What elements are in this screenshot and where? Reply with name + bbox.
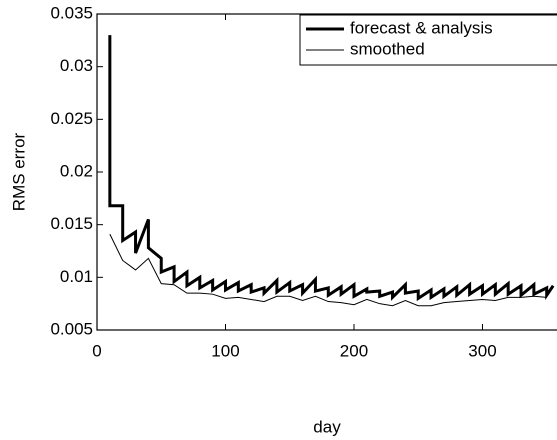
y-axis-label: RMS error xyxy=(9,132,28,211)
y-tick-label: 0.02 xyxy=(60,161,93,180)
legend-box xyxy=(299,14,557,66)
legend-label: smoothed xyxy=(350,39,425,58)
x-tick-label: 300 xyxy=(468,341,496,360)
data-line xyxy=(108,35,555,302)
y-tick-label: 0.025 xyxy=(50,109,93,128)
y-tick-label: 0.01 xyxy=(60,267,93,286)
y-tick-label: 0.005 xyxy=(50,319,93,338)
x-tick-label: 200 xyxy=(340,341,368,360)
data-line xyxy=(109,233,547,307)
y-tick-label: 0.015 xyxy=(50,214,93,233)
x-axis-label: day xyxy=(313,417,341,436)
x-tick-label: 100 xyxy=(211,341,239,360)
y-tick-label: 0.03 xyxy=(60,56,93,75)
x-tick-label: 0 xyxy=(92,341,101,360)
y-tick-label: 0.035 xyxy=(50,3,93,22)
legend-label: forecast & analysis xyxy=(350,18,493,37)
